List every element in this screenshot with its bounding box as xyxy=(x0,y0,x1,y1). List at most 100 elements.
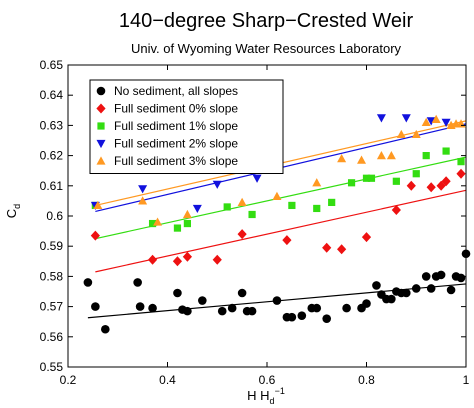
chart-title: 140−degree Sharp−Crested Weir xyxy=(119,10,414,32)
point-series-0-1 xyxy=(91,302,100,311)
legend-marker-0 xyxy=(96,86,106,96)
point-series-0-24 xyxy=(362,299,371,308)
point-series-3-8 xyxy=(441,118,451,127)
point-series-0-0 xyxy=(83,278,93,287)
y-tick-label: 0.57 xyxy=(40,300,64,314)
legend-marker-2 xyxy=(97,122,105,130)
y-tick-label: 0.62 xyxy=(40,149,64,163)
point-series-0-32 xyxy=(411,284,421,293)
legend-label-4: Full sediment 3% slope xyxy=(114,154,238,168)
point-series-4-12 xyxy=(411,129,421,139)
point-series-1-1 xyxy=(147,254,158,265)
legend-marker-4 xyxy=(96,156,106,165)
point-series-0-22 xyxy=(342,303,351,313)
point-series-1-5 xyxy=(237,229,247,240)
point-series-0-9 xyxy=(198,296,207,305)
point-series-0-14 xyxy=(247,306,257,316)
point-series-3-4 xyxy=(252,174,262,183)
point-series-1-14 xyxy=(441,176,451,187)
point-series-4-4 xyxy=(237,197,247,207)
point-series-0-39 xyxy=(456,273,466,283)
point-series-1-15 xyxy=(456,168,466,179)
y-tick-label: 0.55 xyxy=(40,360,64,374)
legend-label-3: Full sediment 2% slope xyxy=(114,137,238,151)
point-series-0-2 xyxy=(101,324,110,334)
point-series-4-13 xyxy=(421,117,431,126)
legend: No sediment, all slopes Full sediment 0% … xyxy=(89,79,284,174)
point-series-3-2 xyxy=(192,204,202,214)
point-series-1-10 xyxy=(391,204,401,215)
x-tick-label: 1 xyxy=(463,373,470,387)
point-series-4-5 xyxy=(272,191,282,200)
point-series-4-2 xyxy=(153,217,163,226)
point-series-1-11 xyxy=(406,180,416,191)
axes: 0.2 0.4 0.6 0.8 1 0.55 0.56 0.57 0.58 0.59 0.6 0.61… xyxy=(40,58,470,387)
point-series-2-1 xyxy=(148,219,157,228)
point-series-0-21 xyxy=(322,314,332,323)
point-series-2-15 xyxy=(442,147,450,155)
point-series-0-8 xyxy=(183,306,192,316)
fit-line-series-1 xyxy=(95,189,467,273)
point-series-2-11 xyxy=(367,174,376,182)
chart-subtitle: Univ. of Wyoming Water Resources Laborat… xyxy=(131,41,402,56)
point-series-3-1 xyxy=(138,185,148,194)
point-series-1-0 xyxy=(90,230,100,241)
point-series-2-16 xyxy=(457,158,465,166)
point-series-2-8 xyxy=(328,198,336,207)
point-series-0-34 xyxy=(426,284,436,293)
point-series-0-12 xyxy=(237,288,247,298)
point-series-0-5 xyxy=(148,303,157,313)
point-series-4-3 xyxy=(182,209,192,219)
point-series-1-8 xyxy=(337,244,347,255)
point-series-4-14 xyxy=(431,114,441,123)
point-series-1-2 xyxy=(172,256,183,267)
legend-marker-1 xyxy=(96,103,106,114)
y-tick-label: 0.58 xyxy=(40,269,64,283)
data-points xyxy=(83,114,471,334)
point-series-1-9 xyxy=(361,232,372,243)
point-series-0-6 xyxy=(173,288,182,298)
y-tick-label: 0.64 xyxy=(40,88,64,102)
point-series-0-25 xyxy=(372,281,381,290)
point-series-0-10 xyxy=(217,306,227,316)
legend-label-2: Full sediment 1% slope xyxy=(114,119,238,133)
y-tick-label: 0.56 xyxy=(40,330,64,344)
point-series-0-4 xyxy=(135,302,145,311)
x-tick-label: 0.2 xyxy=(60,373,77,387)
point-series-2-2 xyxy=(173,224,182,232)
point-series-0-33 xyxy=(421,272,431,281)
x-tick-label: 0.8 xyxy=(358,373,375,387)
point-series-0-36 xyxy=(436,270,446,280)
point-series-3-6 xyxy=(401,114,411,123)
point-series-4-10 xyxy=(386,151,396,160)
point-series-0-18 xyxy=(297,311,307,320)
point-series-0-3 xyxy=(133,278,142,287)
y-tick-label: 0.6 xyxy=(46,209,63,223)
point-series-2-14 xyxy=(422,152,430,160)
point-series-0-28 xyxy=(387,294,396,304)
y-axis-label: Cd xyxy=(4,204,22,218)
legend-marker-3 xyxy=(96,139,106,149)
point-series-4-8 xyxy=(357,155,367,164)
point-series-0-37 xyxy=(446,285,456,295)
point-series-3-7 xyxy=(426,117,436,126)
point-series-1-3 xyxy=(182,251,192,262)
point-series-2-9 xyxy=(347,179,356,187)
point-series-4-9 xyxy=(376,151,386,160)
point-series-4-11 xyxy=(396,129,406,139)
point-series-2-5 xyxy=(248,210,256,219)
point-series-4-7 xyxy=(337,154,347,163)
legend-label-1: Full sediment 0% slope xyxy=(114,102,238,116)
point-series-1-7 xyxy=(322,242,332,253)
y-tick-label: 0.63 xyxy=(40,118,64,132)
y-tick-label: 0.65 xyxy=(40,58,64,72)
x-tick-label: 0.4 xyxy=(159,373,176,387)
point-series-4-1 xyxy=(138,196,148,205)
legend-label-0: No sediment, all slopes xyxy=(114,84,238,98)
point-series-4-0 xyxy=(93,200,103,210)
point-series-2-3 xyxy=(183,219,191,228)
point-series-2-4 xyxy=(223,203,231,211)
point-series-3-5 xyxy=(376,114,386,123)
legend-box xyxy=(89,79,284,174)
